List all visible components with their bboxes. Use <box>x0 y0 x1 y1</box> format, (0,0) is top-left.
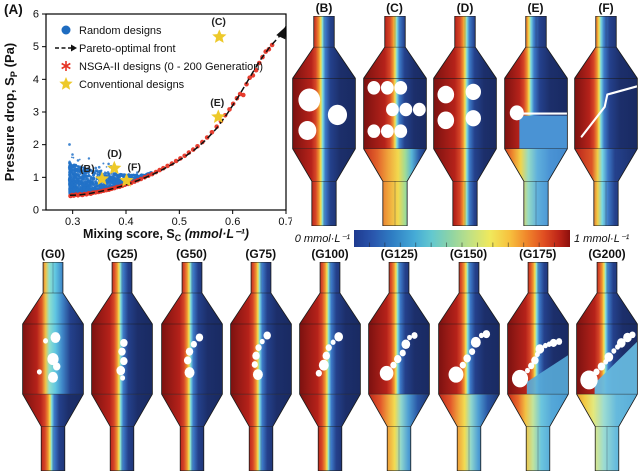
svg-text:Random designs: Random designs <box>79 25 162 37</box>
panel-label: (D) <box>456 1 474 15</box>
svg-text:0: 0 <box>33 205 39 217</box>
mixer-panel-g150: (G150) <box>437 247 500 471</box>
panel-label: (G0) <box>41 247 65 261</box>
svg-text:1: 1 <box>33 172 39 184</box>
x-axis-label: Mixing score, SC (mmol·L⁻¹) <box>83 227 249 243</box>
mixer-panel-g200: (G200) <box>576 247 638 471</box>
svg-text:(D): (D) <box>107 148 122 160</box>
mixer-simulation <box>433 16 497 226</box>
mixer-simulation <box>506 262 569 471</box>
svg-text:0.5: 0.5 <box>172 216 187 228</box>
svg-text:(F): (F) <box>128 162 141 174</box>
panel-label: (G100) <box>311 247 349 261</box>
mixer-simulation <box>368 262 431 471</box>
svg-text:0.6: 0.6 <box>225 216 240 228</box>
mixer-panel-c: (C) <box>362 0 427 227</box>
colorbar-max-label: 1 mmol·L⁻¹ <box>574 232 630 245</box>
svg-text:0.4: 0.4 <box>118 216 133 228</box>
mixer-simulation <box>229 262 292 471</box>
svg-text:(B): (B) <box>80 163 95 175</box>
pareto-arrowhead <box>276 26 286 40</box>
mixer-panel-f: (F) <box>574 0 638 227</box>
mixer-panel-g25: (G25) <box>91 247 154 471</box>
mixer-simulation <box>22 262 84 471</box>
mixer-panels-generation-row: (G0) (G25) (G50) (G75) (G100) (G125) (G150) (G1… <box>22 247 638 471</box>
panel-label: (E) <box>527 1 544 15</box>
svg-text:4: 4 <box>33 74 39 86</box>
svg-text:6: 6 <box>33 9 39 21</box>
legend: Random designs Pareto-optimal front NSGA-I… <box>55 25 263 91</box>
mixer-panel-g125: (G125) <box>368 247 431 471</box>
panel-label: (G175) <box>519 247 557 261</box>
svg-text:(E): (E) <box>210 97 224 109</box>
mixer-panel-g75: (G75) <box>229 247 292 471</box>
panel-label: (C) <box>386 1 403 15</box>
mixer-panel-b: (B) <box>292 0 356 227</box>
mixer-panel-d: (D) <box>433 0 497 227</box>
pareto-front-line <box>69 26 287 197</box>
svg-text:NSGA-II designs (0 - 200 Gener: NSGA-II designs (0 - 200 Generation) <box>79 61 263 73</box>
panel-label: (G150) <box>449 247 488 261</box>
colorbar-row: 0 mmol·L⁻¹ 1 mmol·L⁻¹ <box>288 229 640 247</box>
y-axis-label: Pressure drop, SP (Pa) <box>2 43 19 181</box>
mixer-panels-top-row: (B) (C) (D) (E) (F) <box>292 0 638 227</box>
panel-a-label: (A) <box>4 2 23 17</box>
panel-label: (G50) <box>176 247 207 261</box>
svg-text:2: 2 <box>33 139 39 151</box>
conventional-stars: (B) (D) (F) (E) (C) <box>80 16 227 187</box>
svg-text:Pareto-optimal front: Pareto-optimal front <box>79 43 176 55</box>
panel-label: (F) <box>598 1 614 15</box>
panel-label: (G125) <box>380 247 418 261</box>
panel-label: (G200) <box>588 247 626 261</box>
pareto-scatter-chart: (B) (D) (F) (E) (C) 0.3 0.4 0.5 0.6 0.7 0 1 2 3 4 5 6 Mix… <box>2 2 292 243</box>
mixer-simulation <box>160 262 223 471</box>
mixer-panel-g100: (G100) <box>299 247 361 471</box>
mixer-simulation <box>292 16 356 226</box>
mixer-panel-e: (E) <box>503 0 568 227</box>
svg-text:Conventional designs: Conventional designs <box>79 79 185 91</box>
mixer-simulation <box>299 262 361 471</box>
mixer-panel-g175: (G175) <box>506 247 569 471</box>
mixer-panel-g50: (G50) <box>160 247 223 471</box>
panel-label: (G75) <box>245 247 277 261</box>
mixer-simulation <box>576 262 638 471</box>
mixer-panel-g0: (G0) <box>22 247 84 471</box>
mixer-simulation <box>574 16 638 226</box>
panel-label: (G25) <box>106 247 138 261</box>
concentration-colorbar <box>354 229 570 247</box>
mixer-simulation <box>503 16 568 226</box>
mixer-simulation <box>437 262 500 471</box>
svg-text:5: 5 <box>33 41 39 53</box>
mixer-simulation <box>91 262 154 471</box>
svg-text:3: 3 <box>33 107 39 119</box>
svg-text:0.3: 0.3 <box>65 216 80 228</box>
mixer-simulation <box>362 16 427 226</box>
colorbar-min-label: 0 mmol·L⁻¹ <box>294 232 350 245</box>
panel-label: (B) <box>315 1 333 15</box>
svg-text:(C): (C) <box>211 16 226 28</box>
svg-text:0.7: 0.7 <box>278 216 292 228</box>
axis-ticks: 0.3 0.4 0.5 0.6 0.7 0 1 2 3 4 5 6 <box>33 9 292 229</box>
